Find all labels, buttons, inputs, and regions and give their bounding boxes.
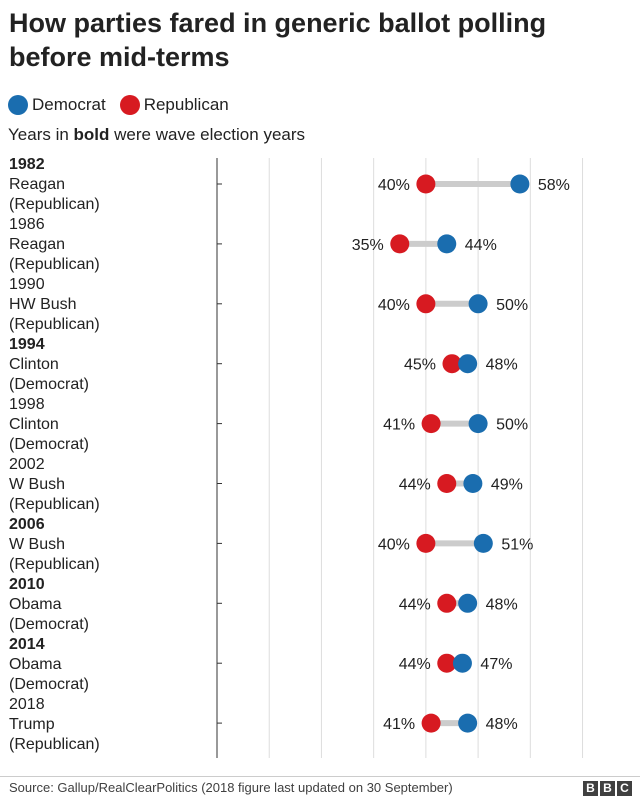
democrat-point (452, 653, 472, 673)
data-label-low: 44% (399, 477, 431, 494)
bbc-logo-letter: B (583, 781, 598, 796)
row-president: Obama (9, 656, 62, 673)
democrat-point (458, 713, 478, 733)
row-president: Clinton (9, 356, 59, 373)
democrat-point (458, 354, 478, 374)
bbc-logo: B B C (581, 781, 632, 796)
row-label: 2014 Obama (Democrat) (9, 635, 199, 695)
row-president: Obama (9, 596, 62, 613)
data-label-high: 48% (486, 357, 518, 374)
data-label-low: 44% (399, 596, 431, 613)
row-label: 2018 Trump (Republican) (9, 695, 199, 755)
republican-legend-dot (119, 95, 140, 115)
democrat-point (468, 294, 488, 314)
row-president: Reagan (9, 176, 66, 193)
democrat-point (468, 414, 488, 434)
row-year: 1986 (9, 216, 45, 233)
row-label: 2006 W Bush (Republican) (9, 515, 199, 575)
data-label-low: 35% (352, 237, 384, 254)
data-label-low: 40% (378, 177, 410, 194)
row-party: (Republican) (9, 196, 100, 213)
row-president: Trump (9, 716, 55, 733)
row-president: HW Bush (9, 296, 77, 313)
data-label-high: 51% (501, 536, 533, 553)
row-party: (Republican) (9, 316, 100, 333)
democrat-point (510, 174, 530, 194)
row-president: W Bush (9, 476, 66, 493)
note-suffix: were wave election years (109, 125, 306, 144)
row-president: Reagan (9, 236, 66, 253)
row-party: (Republican) (9, 736, 100, 753)
row-label: 1986 Reagan (Republican) (9, 215, 199, 275)
row-label: 2010 Obama (Democrat) (9, 575, 199, 635)
data-label-low: 41% (383, 716, 415, 733)
data-label-high: 44% (465, 237, 497, 254)
legend-item-republican: Republican (119, 95, 229, 115)
row-year: 1990 (9, 276, 45, 293)
row-label: 2002 W Bush (Republican) (9, 455, 199, 515)
republican-point (416, 174, 436, 194)
row-label: 1994 Clinton (Democrat) (9, 335, 199, 395)
row-year: 1982 (9, 156, 45, 173)
data-label-low: 41% (383, 417, 415, 434)
republican-point (421, 414, 441, 434)
data-label-high: 58% (538, 177, 570, 194)
data-label-high: 49% (491, 477, 523, 494)
row-president: W Bush (9, 536, 66, 553)
row-party: (Democrat) (9, 436, 90, 453)
row-year: 2014 (9, 636, 45, 653)
wave-election-note: Years in bold were wave election years (8, 125, 305, 145)
row-party: (Democrat) (9, 616, 90, 633)
legend-label-democrat: Democrat (32, 95, 106, 114)
bbc-logo-letter: B (600, 781, 615, 796)
row-party: (Democrat) (9, 376, 90, 393)
row-label: 1998 Clinton (Democrat) (9, 395, 199, 455)
chart-title: How parties fared in generic ballot poll… (9, 8, 547, 72)
democrat-legend-dot (8, 95, 28, 115)
democrat-point (437, 234, 457, 254)
data-label-low: 44% (399, 656, 431, 673)
legend-label-republican: Republican (143, 95, 229, 114)
row-party: (Democrat) (9, 676, 90, 693)
data-label-high: 48% (486, 596, 518, 613)
data-label-high: 50% (496, 417, 528, 434)
footer-divider (0, 776, 640, 777)
row-year: 1994 (9, 336, 45, 353)
democrat-point (473, 533, 493, 553)
legend: Democrat Republican (8, 92, 243, 118)
note-bold: bold (73, 125, 110, 144)
row-year: 2002 (9, 456, 45, 473)
row-label: 1982 Reagan (Republican) (9, 155, 199, 215)
democrat-point (458, 593, 478, 613)
row-label: 1990 HW Bush (Republican) (9, 275, 199, 335)
row-year: 2010 (9, 576, 45, 593)
row-party: (Republican) (9, 256, 100, 273)
legend-item-democrat: Democrat (8, 95, 106, 115)
row-year: 2006 (9, 516, 45, 533)
data-label-low: 40% (378, 536, 410, 553)
row-year: 2018 (9, 696, 45, 713)
democrat-point (463, 474, 483, 493)
republican-point (416, 294, 436, 314)
data-label-low: 40% (378, 297, 410, 314)
republican-point (390, 234, 410, 254)
row-year: 1998 (9, 396, 45, 413)
note-prefix: Years in (8, 125, 74, 144)
data-label-low: 45% (404, 357, 436, 374)
data-label-high: 50% (496, 297, 528, 314)
row-party: (Republican) (9, 496, 100, 513)
republican-point (437, 474, 457, 493)
row-president: Clinton (9, 416, 59, 433)
bbc-logo-letter: C (617, 781, 632, 796)
data-label-high: 48% (486, 716, 518, 733)
dumbbell-chart: 40% 58% 35% 44% 40% 50% 45% 48% 41% 50% 44% 49% 40% 5… (216, 158, 584, 758)
data-label-high: 47% (480, 656, 512, 673)
republican-point (442, 354, 462, 374)
republican-point (416, 533, 436, 553)
row-party: (Republican) (9, 556, 100, 573)
source-note: Source: Gallup/RealClearPolitics (2018 f… (9, 780, 453, 795)
republican-point (421, 713, 441, 733)
republican-point (437, 653, 457, 673)
republican-point (437, 593, 457, 613)
